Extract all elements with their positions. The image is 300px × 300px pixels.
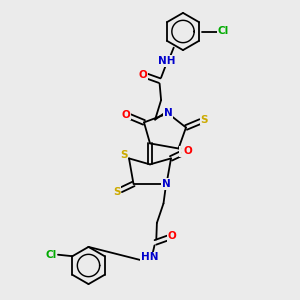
Text: O: O (139, 70, 148, 80)
Text: N: N (164, 108, 172, 118)
Text: N: N (162, 179, 171, 189)
Text: S: S (180, 146, 188, 157)
Text: O: O (167, 231, 176, 242)
Text: O: O (183, 146, 192, 156)
Text: NH: NH (158, 56, 176, 66)
Text: Cl: Cl (218, 26, 229, 37)
Text: S: S (201, 115, 208, 125)
Text: O: O (121, 110, 130, 120)
Text: Cl: Cl (45, 250, 56, 260)
Text: HN: HN (141, 252, 158, 262)
Text: S: S (120, 150, 127, 161)
Text: S: S (113, 187, 121, 197)
